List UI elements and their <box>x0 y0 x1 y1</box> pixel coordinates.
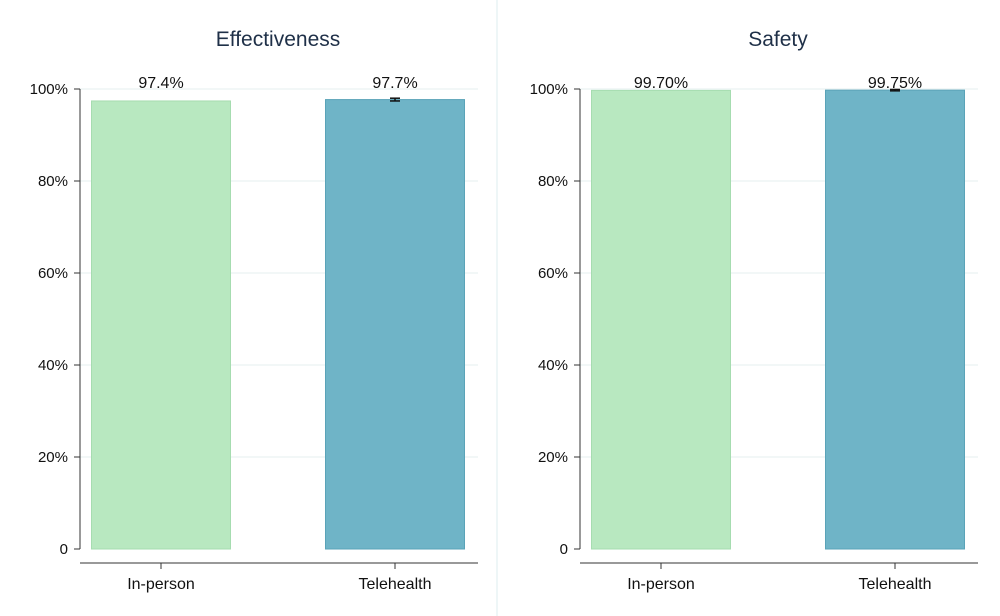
data-label: 99.75% <box>868 75 922 92</box>
error-bar <box>890 88 900 92</box>
y-tick-label: 40% <box>38 357 68 374</box>
x-tick-label: Telehealth <box>359 576 432 593</box>
x-tick-label: In-person <box>627 576 695 593</box>
bar-telehealth <box>325 99 465 550</box>
y-tick-label: 20% <box>38 449 68 466</box>
data-label: 97.4% <box>138 75 183 92</box>
chart-title: Safety <box>748 28 808 51</box>
y-tick-label: 60% <box>38 265 68 282</box>
y-tick-label: 40% <box>538 357 568 374</box>
effectiveness-chart: Effectiveness 0 20% 40% 60% 80% 100% 97.4% In-pe… <box>30 28 478 593</box>
bar-in-person <box>591 89 731 550</box>
y-tick-label: 80% <box>538 173 568 190</box>
bar-telehealth <box>825 89 965 550</box>
y-tick-label: 100% <box>530 81 568 98</box>
x-tick-label: Telehealth <box>859 576 932 593</box>
error-bar <box>390 97 400 102</box>
y-tick-label: 80% <box>38 173 68 190</box>
data-label: 99.70% <box>634 75 688 92</box>
panel-divider <box>496 0 498 616</box>
y-tick-label: 0 <box>560 541 568 558</box>
data-label: 97.7% <box>372 75 417 92</box>
y-tick-label: 100% <box>30 81 68 98</box>
y-tick-label: 0 <box>60 541 68 558</box>
y-tick-label: 60% <box>538 265 568 282</box>
x-tick-label: In-person <box>127 576 195 593</box>
bar-in-person <box>91 100 231 550</box>
chart-title: Effectiveness <box>216 28 341 51</box>
y-tick-label: 20% <box>538 449 568 466</box>
safety-chart: Safety 0 20% 40% 60% 80% 100% 99.70% In-person 99… <box>530 28 978 593</box>
